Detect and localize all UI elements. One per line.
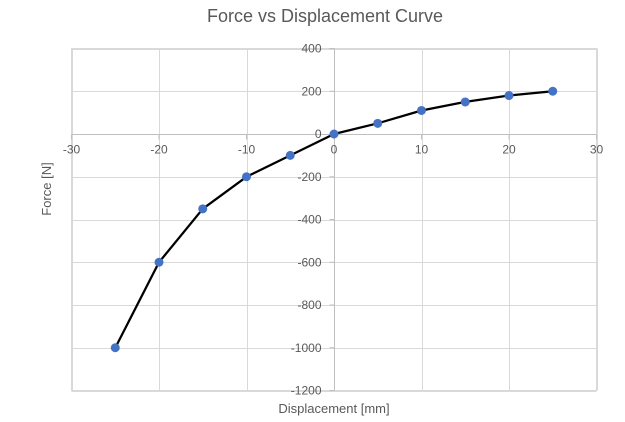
x-tick-label: 30 — [590, 143, 604, 157]
y-tick-label: 0 — [315, 127, 322, 141]
x-tick-label: -10 — [238, 143, 256, 157]
axes — [71, 48, 597, 391]
x-axis-label: Displacement [mm] — [278, 401, 389, 416]
data-point — [460, 97, 470, 107]
data-point — [548, 86, 558, 96]
y-tick-label: -600 — [297, 255, 321, 269]
x-tick-label: 10 — [415, 143, 429, 157]
data-point — [242, 172, 251, 182]
y-tick-label: -1200 — [291, 384, 322, 398]
y-tick-label: -400 — [297, 213, 321, 227]
chart-title: Force vs Displacement Curve — [207, 6, 443, 26]
data-point — [373, 118, 383, 128]
data-point — [504, 91, 514, 101]
y-tick-label: -800 — [297, 298, 321, 312]
y-axis-label: Force [N] — [39, 162, 54, 215]
data-point — [198, 204, 208, 214]
x-tick-labels: -30 -20 -10 0 10 20 30 — [63, 143, 604, 157]
y-tick-label: -1000 — [291, 341, 322, 355]
x-tick-label: -30 — [63, 143, 81, 157]
x-tick-label: 0 — [331, 143, 338, 157]
series — [110, 86, 558, 353]
y-tick-label: 200 — [301, 84, 321, 98]
data-point — [417, 105, 426, 115]
data-point — [154, 257, 164, 267]
data-point — [285, 150, 295, 160]
y-tick-label: -200 — [297, 170, 321, 184]
data-point — [329, 129, 339, 139]
x-tick-label: -20 — [150, 143, 168, 157]
x-tick-label: 20 — [502, 143, 516, 157]
data-point — [110, 343, 120, 353]
y-tick-label: 400 — [301, 42, 321, 56]
y-tick-labels: 400 200 0 -200 -400 -600 -800 -1000 -1200 — [291, 42, 322, 398]
